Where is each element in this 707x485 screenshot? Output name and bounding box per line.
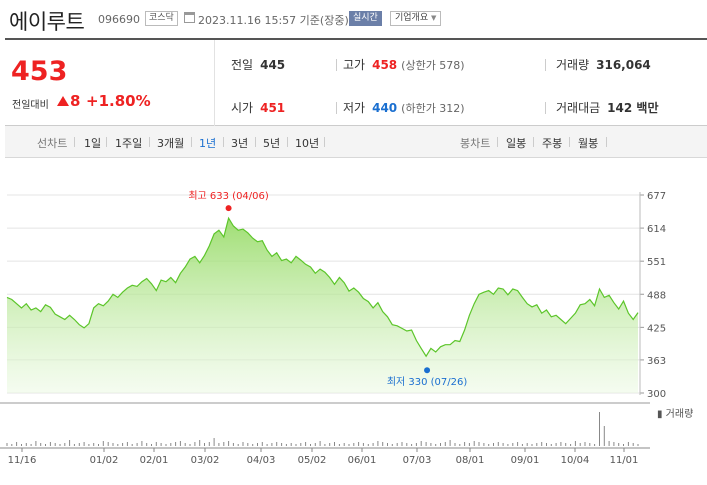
- x-tick-label: 02/01: [140, 455, 169, 466]
- chevron-down-icon: ▼: [431, 14, 437, 22]
- tab-1w[interactable]: 1주일: [115, 137, 143, 150]
- high-value: 458: [372, 58, 398, 72]
- y-tick-label: 300: [647, 389, 666, 400]
- prev-close-label: 전일: [231, 58, 254, 72]
- x-tick-label: 06/01: [348, 455, 377, 466]
- line-chart-label: 선차트: [37, 137, 68, 150]
- divider: [545, 59, 546, 71]
- tab-1d[interactable]: 1일: [84, 137, 102, 150]
- low-annotation: 최저 330 (07/26): [387, 376, 468, 388]
- tab-5y[interactable]: 5년: [263, 137, 281, 150]
- candle-chart-label: 봉차트: [460, 137, 491, 150]
- price-chart[interactable]: 677 614 551 488 425 363 300 최고 633 (04/06) 최저 3…: [0, 158, 707, 485]
- volume: 거래량 316,064: [556, 56, 651, 73]
- open-price: 시가 451: [231, 99, 285, 116]
- timestamp: 2023.11.16 15:57 기준(장중): [198, 14, 349, 27]
- stock-header: 에이루트 096690 코스닥 2023.11.16 15:57 기준(장중) …: [0, 0, 707, 38]
- y-tick-label: 425: [647, 323, 666, 334]
- divider: [106, 137, 107, 147]
- x-tick-label: 08/01: [456, 455, 485, 466]
- divider: [497, 137, 498, 147]
- amount-label: 거래대금: [556, 101, 601, 115]
- divider: [191, 137, 192, 147]
- current-price: 453: [11, 56, 68, 87]
- upper-limit: (상한가 578): [401, 59, 465, 72]
- tab-weekly[interactable]: 주봉: [542, 137, 563, 150]
- tab-3m[interactable]: 3개월: [157, 137, 185, 150]
- lower-limit: (하한가 312): [401, 102, 465, 115]
- divider: [287, 137, 288, 147]
- x-tick-label: 07/03: [403, 455, 432, 466]
- divider: [336, 59, 337, 71]
- y-tick-label: 614: [647, 224, 666, 235]
- tab-daily[interactable]: 일봉: [506, 137, 527, 150]
- divider: [569, 137, 570, 147]
- x-tick-label: 11/01: [610, 455, 639, 466]
- up-triangle-icon: [57, 96, 69, 106]
- stock-code: 096690: [98, 13, 140, 26]
- high-label: 고가: [343, 58, 366, 72]
- volume-label: 거래량: [556, 58, 590, 72]
- low-value: 440: [372, 101, 398, 115]
- high-price: 고가 458 (상한가 578): [343, 56, 465, 73]
- divider: [324, 137, 325, 147]
- prev-close-value: 445: [260, 58, 286, 72]
- realtime-button[interactable]: 실시간: [349, 11, 382, 26]
- trade-amount: 거래대금 142 백만: [556, 99, 658, 116]
- divider: [533, 137, 534, 147]
- change-percent: +1.80%: [86, 92, 151, 110]
- divider: [606, 137, 607, 147]
- price-line: [6, 216, 639, 358]
- prev-close: 전일 445: [231, 56, 285, 73]
- x-tick-label: 04/03: [247, 455, 276, 466]
- stock-name: 에이루트: [9, 10, 85, 34]
- chart-period-tabs: 선차트 1일 1주일 3개월 1년 3년 5년 10년 봉차트 일봉 주봉 월봉: [5, 126, 707, 158]
- company-info-label: 기업개요: [395, 13, 429, 23]
- x-tick-label: 01/02: [90, 455, 119, 466]
- divider: [336, 102, 337, 114]
- divider: [149, 137, 150, 147]
- market-badge: 코스닥: [145, 11, 178, 26]
- divider: [74, 137, 75, 147]
- y-tick-label: 363: [647, 356, 666, 367]
- current-price-box: 453 전일대비 8 +1.80%: [5, 40, 215, 126]
- x-tick-label: 09/01: [511, 455, 540, 466]
- tab-1y[interactable]: 1년: [199, 137, 217, 150]
- x-tick-label: 05/02: [298, 455, 327, 466]
- low-marker: [424, 367, 431, 374]
- high-marker: [225, 205, 232, 212]
- calendar-icon: [184, 12, 195, 23]
- low-price: 저가 440 (하한가 312): [343, 99, 465, 116]
- change-value: 8: [70, 92, 81, 110]
- tab-monthly[interactable]: 월봉: [578, 137, 599, 150]
- price-area: [7, 218, 638, 393]
- x-tick-label: 11/16: [8, 455, 37, 466]
- company-info-dropdown[interactable]: 기업개요 ▼: [390, 11, 442, 26]
- price-summary: 453 전일대비 8 +1.80% 전일 445 고가 458 (상한가 578) 거…: [5, 38, 707, 126]
- change-label: 전일대비: [12, 100, 49, 111]
- tab-10y[interactable]: 10년: [295, 137, 320, 150]
- open-value: 451: [260, 101, 286, 115]
- volume-value: 316,064: [596, 58, 651, 72]
- low-label: 저가: [343, 101, 366, 115]
- high-annotation: 최고 633 (04/06): [188, 190, 269, 202]
- y-tick-label: 677: [647, 191, 666, 202]
- amount-value: 142 백만: [607, 101, 659, 115]
- tab-3y[interactable]: 3년: [231, 137, 249, 150]
- y-tick-label: 488: [647, 290, 666, 301]
- x-tick-label: 10/04: [561, 455, 590, 466]
- x-tick-label: 03/02: [191, 455, 220, 466]
- y-tick-label: 551: [647, 257, 666, 268]
- divider: [255, 137, 256, 147]
- divider: [545, 102, 546, 114]
- open-label: 시가: [231, 101, 254, 115]
- divider: [223, 137, 224, 147]
- volume-label: ▮ 거래량: [657, 408, 693, 420]
